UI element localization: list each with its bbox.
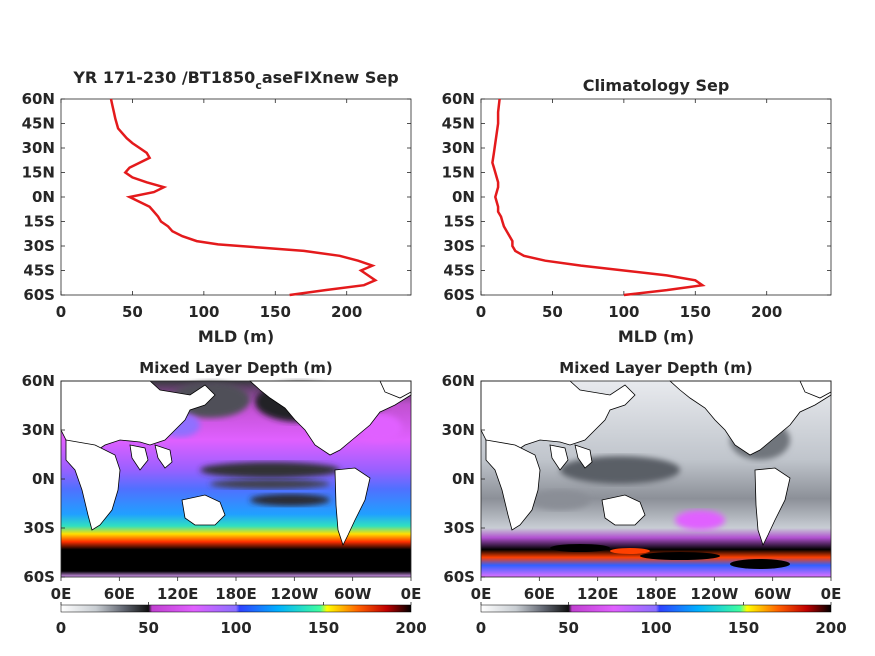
line-panel-climatology: Climatology Sep 0 50 100 150 200 60N 45N 30N 15…: [442, 76, 832, 346]
x-tick-label: 0: [476, 303, 486, 321]
continents: [480, 380, 832, 547]
x-tick-label: 150: [680, 303, 711, 321]
y-tick-label: 15S: [23, 213, 55, 231]
y-ticks: 60N 30N 0N 30S 60S: [22, 372, 65, 586]
y-tick-label: 60S: [23, 286, 55, 304]
x-tick-label: 60E: [524, 585, 555, 603]
x-tick-label: 50: [542, 303, 563, 321]
x-tick-label: 60E: [104, 585, 135, 603]
colorbar-tick-label: 50: [558, 619, 579, 637]
x-ticks: 0E 60E 120E 180E 120W 60W 0E: [471, 577, 842, 603]
y-tick-label: 15N: [442, 164, 475, 182]
colorbar-tick-label: 200: [815, 619, 846, 637]
colorbar-tick-label: 100: [220, 619, 251, 637]
y-tick-label: 30N: [442, 139, 475, 157]
colorbar: [60, 604, 412, 613]
line-panel-model: YR 171-230 /BT1850caseFIXnew Sep 0 50 100 1…: [22, 68, 412, 346]
y-ticks: 60N 45N 30N 15N 0N 15S 30S 45S 60S: [22, 90, 411, 304]
x-tick-label: 60W: [754, 585, 792, 603]
x-tick-label: 0: [56, 303, 66, 321]
colorbar-tick-label: 50: [138, 619, 159, 637]
x-axis-label: MLD (m): [198, 327, 274, 346]
colorbar: [480, 604, 832, 613]
y-tick-label: 60S: [23, 568, 55, 586]
y-tick-label: 30S: [443, 237, 475, 255]
colorbar-ticks: 0 50 100 150 200: [476, 602, 847, 637]
x-tick-label: 0E: [401, 585, 422, 603]
panel-title: Mixed Layer Depth (m): [139, 359, 332, 377]
colorbar-ticks: 0 50 100 150 200: [56, 602, 427, 637]
x-tick-label: 50: [122, 303, 143, 321]
x-tick-label: 120W: [690, 585, 738, 603]
y-tick-label: 0N: [32, 188, 55, 206]
x-tick-label: 120E: [577, 585, 619, 603]
y-tick-label: 15N: [22, 164, 55, 182]
x-tick-label: 180E: [635, 585, 677, 603]
mld-series-line: [109, 98, 378, 297]
y-tick-label: 45S: [23, 262, 55, 280]
y-ticks: 60N 30N 0N 30S 60S: [442, 372, 485, 586]
y-tick-label: 0N: [452, 188, 475, 206]
y-tick-label: 60S: [443, 568, 475, 586]
colorbar-tick-label: 150: [728, 619, 759, 637]
x-tick-label: 200: [751, 303, 782, 321]
y-ticks: 60N 45N 30N 15N 0N 15S 30S 45S 60S: [442, 90, 831, 304]
x-tick-label: 0E: [51, 585, 72, 603]
y-tick-label: 45S: [443, 262, 475, 280]
x-ticks: 0 50 100 150 200: [476, 99, 782, 321]
panel-title: Mixed Layer Depth (m): [559, 359, 752, 377]
y-tick-label: 30S: [23, 237, 55, 255]
panel-title: YR 171-230 /BT1850caseFIXnew Sep: [72, 68, 398, 92]
y-tick-label: 30N: [442, 421, 475, 439]
map-panel-model: Mixed Layer Depth (m): [22, 359, 427, 637]
mld-series-line: [491, 98, 706, 297]
axes-box: [60, 98, 412, 296]
colorbar-tick-label: 0: [56, 619, 66, 637]
y-tick-label: 30N: [22, 139, 55, 157]
colorbar-tick-label: 100: [640, 619, 671, 637]
x-tick-label: 120E: [157, 585, 199, 603]
x-tick-label: 180E: [215, 585, 257, 603]
y-tick-label: 30N: [22, 421, 55, 439]
panel-title: Climatology Sep: [583, 76, 730, 95]
title-rest: aseFIXnew Sep: [262, 68, 399, 87]
x-tick-label: 0E: [471, 585, 492, 603]
colorbar-tick-label: 200: [395, 619, 426, 637]
title-main: YR 171-230 /BT1850: [72, 68, 255, 87]
continents: [60, 380, 412, 547]
y-tick-label: 30S: [23, 519, 55, 537]
y-tick-label: 60N: [442, 90, 475, 108]
colorbar-tick-label: 0: [476, 619, 486, 637]
x-tick-label: 100: [188, 303, 219, 321]
x-ticks: 0E 60E 120E 180E 120W 60W 0E: [51, 577, 422, 603]
y-tick-label: 30S: [443, 519, 475, 537]
title-subscript: c: [255, 79, 262, 92]
x-tick-label: 150: [260, 303, 291, 321]
x-axis-label: MLD (m): [618, 327, 694, 346]
x-tick-label: 120W: [270, 585, 318, 603]
y-tick-label: 60N: [22, 90, 55, 108]
y-tick-label: 45N: [442, 115, 475, 133]
y-tick-label: 0N: [452, 470, 475, 488]
y-tick-label: 0N: [32, 470, 55, 488]
axes-box: [480, 98, 832, 296]
colorbar-tick-label: 150: [308, 619, 339, 637]
y-tick-label: 45N: [22, 115, 55, 133]
y-tick-label: 60N: [22, 372, 55, 390]
y-tick-label: 60S: [443, 286, 475, 304]
x-tick-label: 0E: [821, 585, 842, 603]
x-ticks: 0 50 100 150 200: [56, 99, 362, 321]
x-tick-label: 100: [608, 303, 639, 321]
x-tick-label: 200: [331, 303, 362, 321]
y-tick-label: 60N: [442, 372, 475, 390]
y-tick-label: 15S: [443, 213, 475, 231]
x-tick-label: 60W: [334, 585, 372, 603]
